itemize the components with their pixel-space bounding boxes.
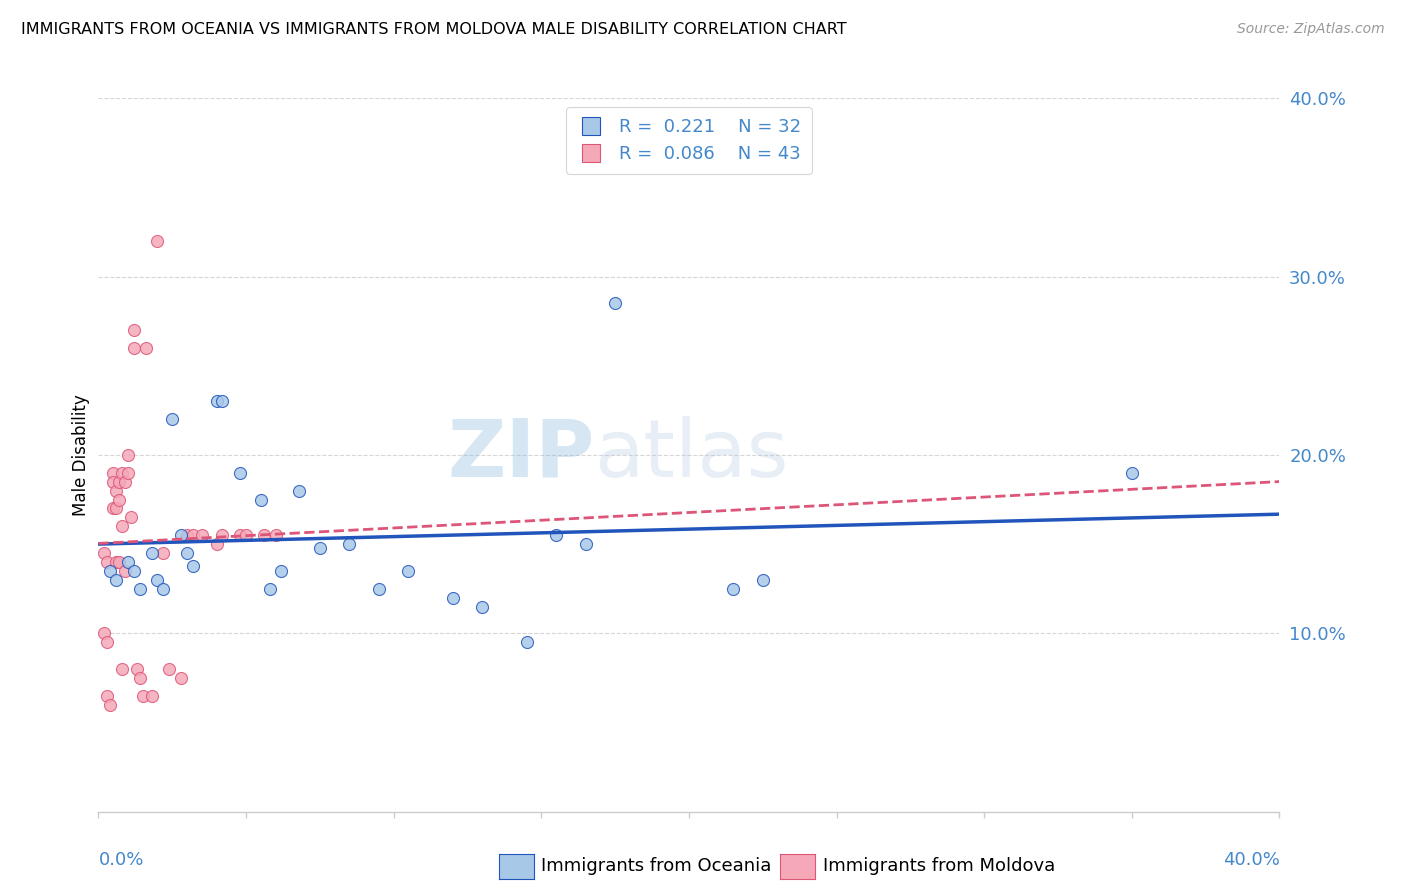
Point xyxy=(135,341,157,355)
Legend: R =  0.221    N = 32, R =  0.086    N = 43: R = 0.221 N = 32, R = 0.086 N = 43 xyxy=(567,107,811,174)
Point xyxy=(253,528,276,542)
Point xyxy=(105,555,128,569)
Point xyxy=(191,528,214,542)
Point xyxy=(105,573,128,587)
Point xyxy=(105,483,128,498)
Point xyxy=(152,546,174,560)
Point xyxy=(96,555,118,569)
Point xyxy=(288,483,311,498)
Point xyxy=(128,671,150,685)
Point xyxy=(157,662,180,676)
Text: 40.0%: 40.0% xyxy=(1223,851,1279,869)
Text: ZIP: ZIP xyxy=(447,416,595,494)
Point xyxy=(264,528,287,542)
Point xyxy=(235,528,257,542)
Point xyxy=(146,234,169,248)
Point xyxy=(117,466,139,480)
Point xyxy=(396,564,419,578)
Point xyxy=(152,582,174,596)
Point xyxy=(515,635,537,649)
Point xyxy=(721,582,744,596)
Text: IMMIGRANTS FROM OCEANIA VS IMMIGRANTS FROM MOLDOVA MALE DISABILITY CORRELATION C: IMMIGRANTS FROM OCEANIA VS IMMIGRANTS FR… xyxy=(21,22,846,37)
Text: Immigrants from Moldova: Immigrants from Moldova xyxy=(823,857,1054,875)
Point xyxy=(122,323,145,337)
Point xyxy=(441,591,464,605)
Point xyxy=(108,475,131,489)
Point xyxy=(146,573,169,587)
Point xyxy=(98,564,121,578)
Point xyxy=(132,689,155,703)
Point xyxy=(259,582,281,596)
Point xyxy=(105,501,128,516)
Point xyxy=(181,558,204,573)
Point xyxy=(368,582,391,596)
Point xyxy=(128,582,150,596)
Point xyxy=(117,555,139,569)
Point xyxy=(108,555,131,569)
Point xyxy=(125,662,148,676)
Point xyxy=(114,564,136,578)
Point xyxy=(103,501,125,516)
Point xyxy=(103,475,125,489)
Point xyxy=(176,546,198,560)
Point xyxy=(211,528,233,542)
Text: Source: ZipAtlas.com: Source: ZipAtlas.com xyxy=(1237,22,1385,37)
Point xyxy=(111,662,134,676)
Point xyxy=(98,698,121,712)
Text: Immigrants from Oceania: Immigrants from Oceania xyxy=(541,857,772,875)
Point xyxy=(205,394,228,409)
Point xyxy=(141,546,163,560)
Text: 0.0%: 0.0% xyxy=(98,851,143,869)
Point xyxy=(176,528,198,542)
Point xyxy=(229,528,252,542)
Point xyxy=(471,599,494,614)
Point xyxy=(96,635,118,649)
Point xyxy=(181,528,204,542)
Point xyxy=(111,466,134,480)
Point xyxy=(211,394,233,409)
Point xyxy=(114,475,136,489)
Point xyxy=(337,537,360,551)
Point xyxy=(751,573,773,587)
Point xyxy=(93,546,115,560)
Point xyxy=(205,537,228,551)
Point xyxy=(309,541,332,555)
Text: atlas: atlas xyxy=(595,416,789,494)
Point xyxy=(122,564,145,578)
Point xyxy=(162,412,183,426)
Point xyxy=(1121,466,1143,480)
Point xyxy=(544,528,567,542)
Point xyxy=(141,689,163,703)
Y-axis label: Male Disability: Male Disability xyxy=(72,394,90,516)
Point xyxy=(117,448,139,462)
Point xyxy=(93,626,115,640)
Point xyxy=(229,466,252,480)
Point xyxy=(111,519,134,533)
Point xyxy=(170,528,193,542)
Point xyxy=(574,537,596,551)
Point xyxy=(605,296,627,310)
Point xyxy=(170,671,193,685)
Point xyxy=(120,510,142,524)
Point xyxy=(250,492,273,507)
Point xyxy=(96,689,118,703)
Point xyxy=(122,341,145,355)
Point xyxy=(270,564,292,578)
Point xyxy=(108,492,131,507)
Point xyxy=(103,466,125,480)
